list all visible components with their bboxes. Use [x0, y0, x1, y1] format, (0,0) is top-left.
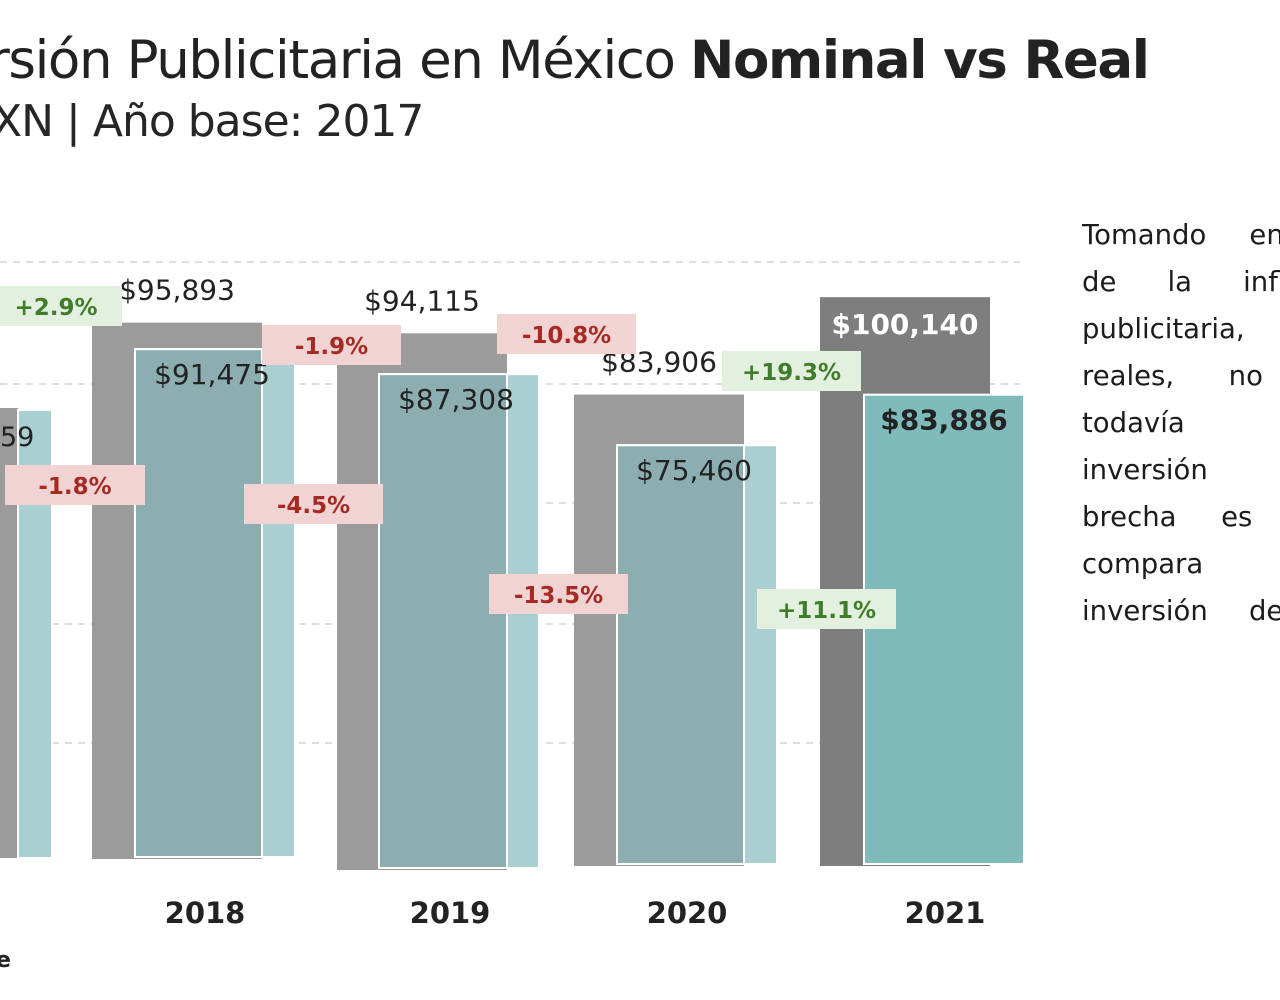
x-tick-label: 2021 [905, 896, 986, 930]
real-value-label: $83,886 [880, 404, 1008, 437]
note-line: de la inflació [1082, 266, 1280, 298]
real-value-label: $75,460 [636, 454, 752, 487]
note-text: Tomando en c de la inflació publicitaria… [1082, 212, 1280, 635]
x-tick-label: 2018 [165, 896, 246, 930]
nominal-bar [0, 408, 18, 858]
nominal-value-label: $100,140 [831, 308, 978, 341]
real-bar [616, 444, 745, 865]
change-badge [489, 574, 628, 614]
change-badge-label: +11.1% [777, 598, 876, 624]
note-line: inversión de [1082, 454, 1280, 486]
nominal-value-label: $94,115 [364, 284, 480, 317]
real-value-label: $91,475 [154, 358, 270, 391]
x-tick-label: 2020 [647, 896, 728, 930]
chart-title: rsión Publicitaria en México Nominal vs … [0, 30, 1150, 91]
title-main: rsión Publicitaria en México [0, 30, 691, 91]
note-line: publicitaria, [1082, 313, 1245, 345]
real-value-label: 59 [0, 422, 34, 453]
change-badge [5, 465, 145, 505]
change-badge [497, 314, 636, 354]
change-badge [262, 325, 401, 365]
change-badge-label: -1.9% [295, 334, 368, 360]
change-badge-label: -10.8% [522, 323, 611, 349]
real-bar [378, 373, 508, 869]
change-badge-label: -13.5% [514, 583, 603, 609]
change-badge-label: +2.9% [14, 295, 97, 321]
real-bar [863, 393, 1025, 865]
change-badge [757, 589, 896, 629]
change-badge [244, 484, 383, 524]
footnote: e [0, 948, 11, 973]
note-line: todavía los [1082, 407, 1280, 439]
note-line: Tomando en c [1082, 219, 1280, 251]
change-badge-label: -1.8% [38, 474, 111, 500]
real-value-label: $87,308 [398, 383, 514, 416]
nominal-value-label: $95,893 [119, 274, 235, 307]
note-line: brecha es not [1082, 501, 1280, 533]
x-tick-label: 2019 [410, 896, 491, 930]
chart-subtitle: XN | Año base: 2017 [0, 96, 424, 147]
note-line: compara con [1082, 548, 1280, 580]
title-highlight: Nominal vs Real [690, 30, 1150, 91]
change-badge [0, 286, 122, 326]
change-badge-label: +19.3% [742, 360, 841, 386]
note-line: inversión de 2 [1082, 595, 1280, 627]
change-badge-label: -4.5% [277, 493, 350, 519]
real-bar [134, 348, 263, 858]
change-badge [722, 351, 861, 391]
note-line: reales, no lo [1082, 360, 1280, 392]
